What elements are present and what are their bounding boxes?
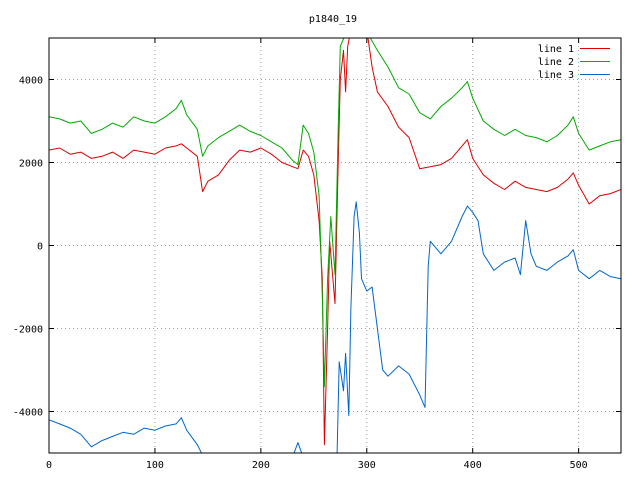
y-tick-label: 2000 xyxy=(19,159,43,170)
chart-title: p1840_19 xyxy=(309,14,357,25)
series-group xyxy=(49,38,621,453)
plot-frame xyxy=(48,37,622,454)
axis-ticks: 0 100 200 300 400 500 -4000 -2000 0 2000 4000 xyxy=(13,38,621,471)
x-tick-label: 500 xyxy=(570,460,588,471)
y-tick-label: 4000 xyxy=(19,76,43,87)
legend-label-1: line 1 xyxy=(538,44,574,55)
series-line-2 xyxy=(49,38,621,388)
x-tick-label: 0 xyxy=(46,460,52,471)
x-tick-label: 400 xyxy=(464,460,482,471)
legend-label-2: line 2 xyxy=(538,57,574,68)
series-line-1 xyxy=(49,38,621,446)
grid xyxy=(49,38,621,453)
legend: line 1 line 2 line 3 xyxy=(538,44,610,81)
legend-label-3: line 3 xyxy=(538,70,574,81)
y-tick-label: 0 xyxy=(37,242,43,253)
x-tick-label: 200 xyxy=(252,460,270,471)
x-tick-label: 300 xyxy=(358,460,376,471)
series-line-3 xyxy=(49,201,621,453)
y-tick-label: -4000 xyxy=(13,408,43,419)
x-tick-label: 100 xyxy=(146,460,164,471)
y-tick-label: -2000 xyxy=(13,325,43,336)
